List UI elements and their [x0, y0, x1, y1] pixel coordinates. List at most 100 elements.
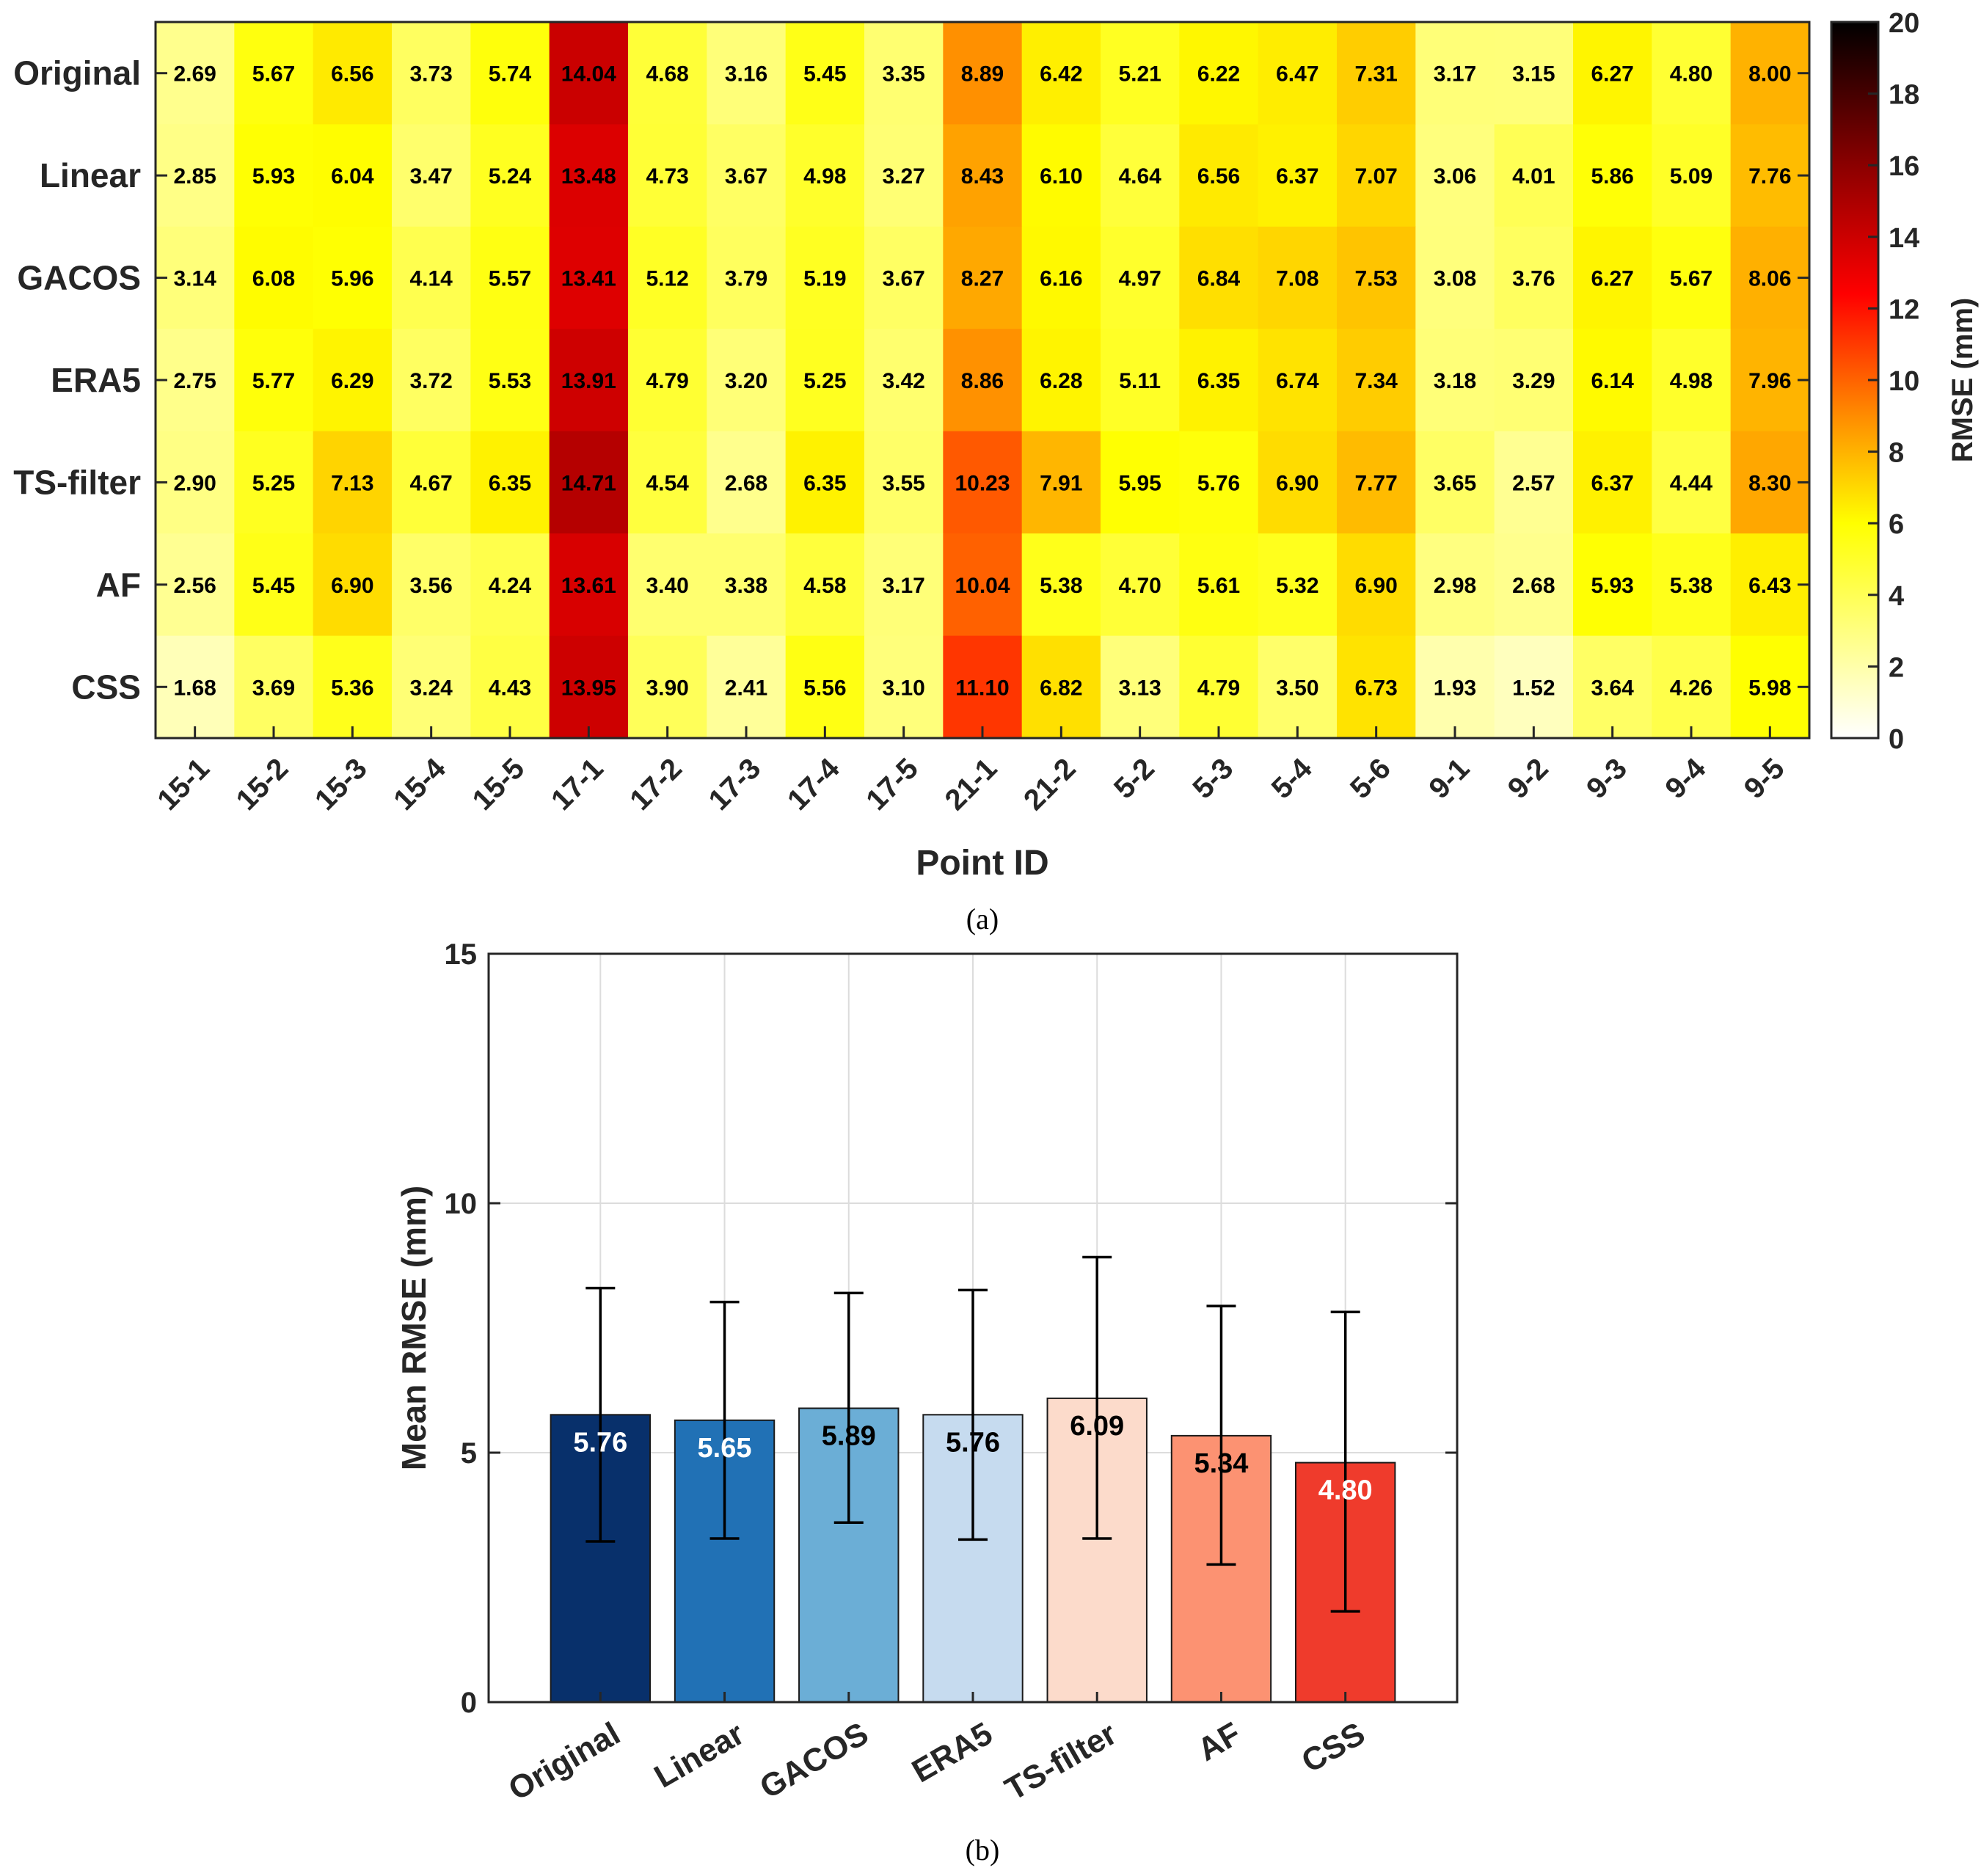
- bar-value-label: 5.76: [573, 1427, 627, 1458]
- heatmap-cell: [785, 431, 865, 534]
- heatmap-cell: [864, 329, 944, 432]
- heatmap-cell-label: 10.04: [955, 574, 1010, 598]
- heatmap-cell-label: 3.73: [409, 62, 452, 87]
- heatmap-cell-label: 7.53: [1354, 267, 1397, 291]
- heatmap-cell: [392, 329, 471, 432]
- heatmap-cell-label: 4.58: [803, 574, 846, 598]
- heatmap-cell-label: 3.24: [409, 676, 453, 700]
- heatmap-cell-label: 6.47: [1276, 62, 1318, 87]
- heatmap-cell-label: 6.43: [1748, 574, 1791, 598]
- heatmap-column-label: 5-4: [1266, 752, 1319, 806]
- heatmap-cell: [628, 431, 707, 534]
- heatmap-cell-label: 5.57: [489, 267, 531, 291]
- heatmap-cell-label: 2.69: [173, 62, 216, 87]
- heatmap-cell: [1415, 431, 1495, 534]
- heatmap-cell: [943, 635, 1023, 739]
- heatmap-cell: [234, 329, 314, 432]
- heatmap-column-label: 17-1: [545, 752, 610, 817]
- heatmap-cell-label: 6.73: [1354, 676, 1397, 700]
- heatmap-cell: [1573, 329, 1652, 432]
- heatmap-cell-label: 3.47: [409, 164, 452, 189]
- heatmap-cell: [549, 635, 629, 739]
- heatmap-column-label: 15-4: [387, 752, 452, 817]
- heatmap-cell-label: 4.24: [489, 574, 532, 598]
- heatmap-cell-label: 6.90: [1276, 471, 1318, 495]
- heatmap-cell-label: 7.07: [1354, 164, 1397, 189]
- colorbar-tick-label: 16: [1889, 151, 1919, 182]
- bar-x-tick-label: CSS: [1296, 1715, 1371, 1780]
- heatmap-cell-label: 6.82: [1040, 676, 1082, 700]
- heatmap-cell: [549, 226, 629, 329]
- heatmap-column-labels: 15-1 15-2 15-3 15-4 15-5 17-1 17-2 17-3 17-4 17-5…: [151, 726, 1791, 817]
- colorbar-label: RMSE (mm): [1947, 298, 1979, 462]
- colorbar-tick-label: 20: [1889, 8, 1919, 39]
- heatmap-cell-label: 3.10: [882, 676, 924, 700]
- bar-value-label: 5.65: [698, 1433, 752, 1464]
- bar-x-tick-labels: Original Linear GACOS ERA5 TS-filter AF CSS: [503, 1692, 1371, 1808]
- heatmap-cell: [1179, 226, 1259, 329]
- heatmap-cell: [156, 22, 235, 125]
- heatmap-cell-label: 5.96: [331, 267, 373, 291]
- heatmap-cell-label: 5.45: [803, 62, 846, 87]
- heatmap-cell-label: 5.93: [1591, 574, 1633, 598]
- heatmap-cell: [707, 635, 787, 739]
- heatmap-cell: [156, 226, 235, 329]
- bar-x-tick-label: Linear: [649, 1715, 751, 1795]
- heatmap-cell-label: 1.52: [1512, 676, 1555, 700]
- heatmap-cell-label: 13.61: [561, 574, 616, 598]
- heatmap-cell: [1101, 329, 1180, 432]
- heatmap-cell-label: 4.97: [1118, 267, 1161, 291]
- heatmap-cell: [156, 533, 235, 637]
- heatmap-cell: [1494, 226, 1574, 329]
- heatmap-cell-label: 2.41: [725, 676, 767, 700]
- heatmap-cell: [1258, 226, 1338, 329]
- heatmap-cell: [313, 124, 393, 227]
- heatmap-xlabel: Point ID: [916, 844, 1048, 883]
- heatmap-cell-label: 3.50: [1276, 676, 1318, 700]
- heatmap-cell: [549, 22, 629, 125]
- heatmap-cell: [628, 329, 707, 432]
- heatmap-cell: [943, 533, 1023, 637]
- heatmap-column-label: 9-1: [1423, 752, 1475, 805]
- heatmap-cell: [1179, 635, 1259, 739]
- heatmap-row-label: Original: [13, 54, 141, 92]
- heatmap-row-label: AF: [96, 566, 141, 604]
- bar-value-label: 4.80: [1318, 1475, 1373, 1506]
- heatmap-cell-label: 3.40: [646, 574, 688, 598]
- heatmap-cell-label: 5.45: [252, 574, 295, 598]
- heatmap-cell: [1337, 226, 1416, 329]
- heatmap-cell: [628, 635, 707, 739]
- heatmap-cell: [470, 124, 550, 227]
- colorbar-tick-label: 4: [1889, 581, 1904, 612]
- heatmap-cell: [1573, 22, 1652, 125]
- colorbar-tick-label: 8: [1889, 438, 1904, 469]
- heatmap-cell-label: 6.16: [1040, 267, 1082, 291]
- heatmap-cell: [549, 124, 629, 227]
- heatmap-cell: [1021, 635, 1101, 739]
- heatmap-cell-label: 8.86: [961, 369, 1004, 393]
- heatmap-cell-label: 5.98: [1748, 676, 1791, 700]
- heatmap-cell-label: 5.38: [1040, 574, 1082, 598]
- heatmap-cell-label: 5.74: [489, 62, 532, 87]
- heatmap-cell: [1730, 226, 1810, 329]
- heatmap-column-label: 17-2: [624, 752, 688, 817]
- heatmap-cell-label: 5.61: [1197, 574, 1240, 598]
- bar-y-ticks: 0 5 10 15: [445, 938, 1457, 1719]
- heatmap-cell-label: 3.42: [882, 369, 924, 393]
- heatmap-cell: [470, 226, 550, 329]
- heatmap-cell: [234, 226, 314, 329]
- heatmap-cell-label: 4.79: [646, 369, 688, 393]
- heatmap-cell-label: 3.16: [725, 62, 767, 87]
- heatmap-cell: [943, 329, 1023, 432]
- heatmap-cell-label: 4.98: [1670, 369, 1712, 393]
- heatmap-cell-label: 6.56: [1197, 164, 1240, 189]
- heatmap-cell-label: 3.15: [1512, 62, 1555, 87]
- heatmap-column-label: 9-2: [1502, 752, 1555, 805]
- colorbar-tick-label: 12: [1889, 294, 1919, 325]
- heatmap-cell-label: 3.35: [882, 62, 924, 87]
- heatmap-cell: [1494, 329, 1574, 432]
- heatmap-cell: [1573, 533, 1652, 637]
- heatmap-cell-label: 3.20: [725, 369, 767, 393]
